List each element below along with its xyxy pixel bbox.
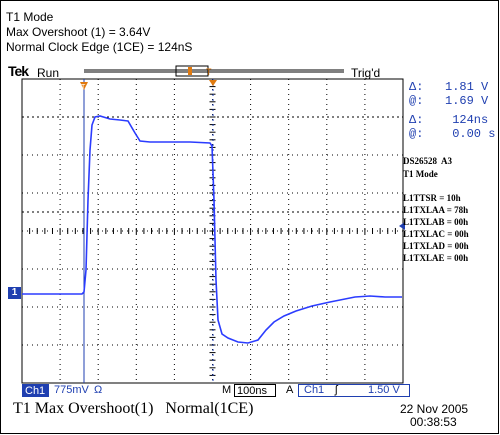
status-bar: Ch1 775mV Ω M 100ns A Ch1 ʃ 1.50 V <box>22 384 410 397</box>
mode-line: T1 Mode <box>6 10 54 24</box>
register-line: L1TXLAB = 00h <box>403 217 469 227</box>
register-line: L1TTSR = 10h <box>403 193 461 203</box>
trigger-level-marker <box>399 222 405 230</box>
time-per-div: 100ns <box>234 384 276 397</box>
trigger-channel: Ch1 <box>304 384 325 396</box>
register-line: L1TXLAA = 78h <box>403 205 469 215</box>
rising-edge-icon: ʃ <box>335 384 338 396</box>
coupling-icon: Ω <box>94 384 103 396</box>
trigger-box <box>298 384 410 397</box>
clock-edge-line: Normal Clock Edge (1CE) = 124nS <box>6 40 193 54</box>
cursor-at-v: @: 1.69 V <box>409 94 489 108</box>
device-mode: T1 Mode <box>403 169 438 179</box>
register-line: L1TXLAC = 00h <box>403 229 469 239</box>
trigger-state: Trig'd <box>351 66 381 80</box>
register-line: L1TXLAE = 00h <box>403 253 469 263</box>
time-label: 00:38:53 <box>410 415 457 429</box>
trigger-marker-mid <box>209 80 217 86</box>
overshoot-line: Max Overshoot (1) = 3.64V <box>6 25 151 39</box>
run-state: Run <box>37 66 60 80</box>
waveform-trace <box>22 115 402 344</box>
trigger-level: 1.50 V <box>368 384 400 396</box>
volts-per-div: 775mV <box>54 384 89 396</box>
timestamp: 22 Nov 2005 00:38:53 <box>400 403 468 429</box>
footer-title: T1 Max Overshoot(1) Normal(1CE) <box>13 400 254 417</box>
channel-label: Ch1 <box>22 384 49 397</box>
cursor-delta-t: Δ: 124ns <box>409 113 489 127</box>
cursor-at-t: @: 0.00 s <box>409 127 496 141</box>
a-label: A <box>286 384 294 396</box>
trigger-marker-label: T <box>81 84 86 91</box>
channel-ground-marker: 1 <box>8 287 21 299</box>
trigger-marker-left <box>80 82 88 90</box>
brand-label: Tek <box>8 63 29 79</box>
record-marker <box>188 67 192 75</box>
date-label: 22 Nov 2005 <box>400 402 469 416</box>
device-label: DS26528 A3 <box>403 156 453 166</box>
record-window <box>175 65 209 77</box>
register-line: L1TXLAD = 00h <box>403 241 469 251</box>
m-label: M <box>222 384 232 396</box>
record-trigger-mark: T <box>206 67 212 77</box>
cursor-delta-v: Δ: 1.81 V <box>409 80 489 94</box>
